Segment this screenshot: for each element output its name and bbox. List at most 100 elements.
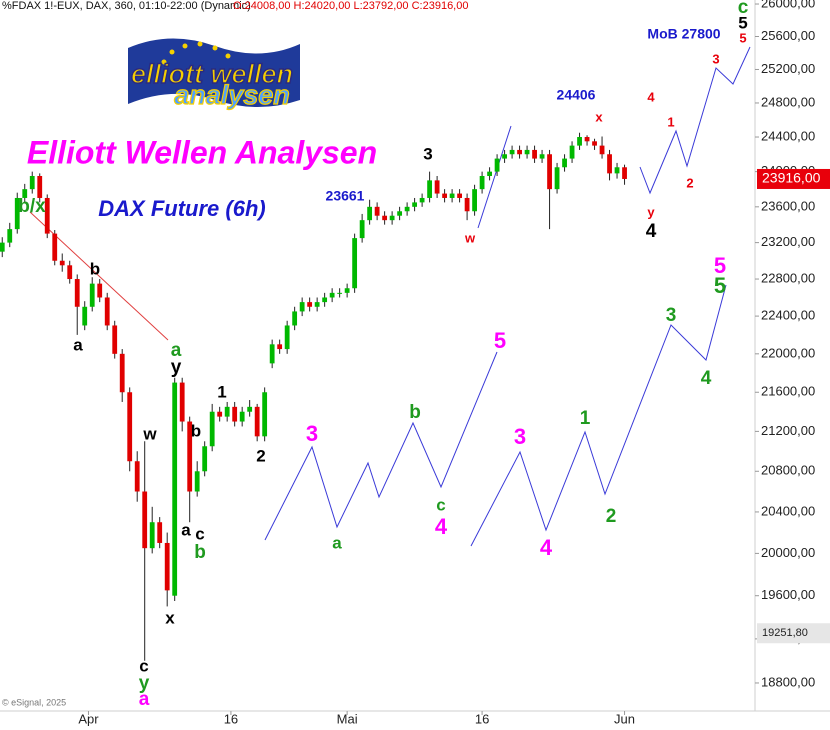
y-tick-label: 19600,00 <box>761 587 815 602</box>
wave-label: x <box>165 608 175 627</box>
wave-label: 4 <box>701 368 712 389</box>
wave-label: 5 <box>738 13 747 32</box>
candle-body <box>442 193 448 198</box>
candle-body <box>172 382 178 596</box>
wave-label: 2 <box>606 506 617 527</box>
candle-body <box>412 202 418 207</box>
candle-body <box>59 260 65 266</box>
candle-body <box>517 149 522 155</box>
y-tick-label: 23200,00 <box>761 234 815 249</box>
wave-label: 4 <box>647 89 655 104</box>
candle-body <box>22 189 28 198</box>
y-tick-label: 22800,00 <box>761 270 815 285</box>
wave-label: 2 <box>686 175 693 190</box>
price-label-box <box>757 623 830 644</box>
y-tick-label: 21600,00 <box>761 384 815 399</box>
wave-label: 1 <box>217 382 226 401</box>
y-tick-label: 23600,00 <box>761 198 815 213</box>
wave-label: c <box>738 0 749 18</box>
candle-body <box>194 471 200 492</box>
candle-body <box>547 154 552 190</box>
candle-body <box>457 193 462 198</box>
candle-body <box>592 141 597 146</box>
candle-body <box>292 311 298 326</box>
logo-flag <box>128 38 300 107</box>
wave-label: 5 <box>494 328 506 353</box>
candle-body <box>247 406 253 412</box>
wave-label: a <box>171 340 182 361</box>
candle-body <box>179 382 185 422</box>
candle-body <box>352 238 358 289</box>
candle-body <box>202 446 208 472</box>
candle-body <box>539 154 545 159</box>
candle-body <box>449 193 455 198</box>
wave-label: b <box>194 542 206 563</box>
wave-label: 4 <box>435 514 448 539</box>
chart-subtitle: DAX Future (6h) <box>98 196 265 221</box>
candle-body <box>134 461 140 492</box>
wave-label: b <box>191 421 201 440</box>
candle-body <box>119 353 125 393</box>
candle-body <box>404 206 410 212</box>
wave-label: 4 <box>646 221 657 242</box>
candle-body <box>494 158 500 172</box>
candle-body <box>389 215 395 221</box>
y-tick-label: 26000,00 <box>761 0 815 10</box>
candle-body <box>299 302 305 312</box>
candle-body <box>479 175 485 190</box>
wave-label: 24406 <box>557 87 596 103</box>
projection-line <box>264 351 498 541</box>
candle-body <box>284 325 290 350</box>
wave-label: y <box>647 204 655 219</box>
wave-label: 5 <box>714 273 726 298</box>
candle-body <box>44 197 50 234</box>
candle-body <box>29 175 35 190</box>
y-tick-label: 22000,00 <box>761 345 815 360</box>
wave-label: a <box>332 533 342 552</box>
candle-body <box>502 154 507 159</box>
wave-label: 5 <box>714 253 726 278</box>
wave-label: 1 <box>580 408 591 429</box>
y-tick-label: 20800,00 <box>761 463 815 478</box>
wave-label: MoB 27800 <box>647 26 720 42</box>
candle-body <box>329 292 335 298</box>
wave-label: 3 <box>712 51 719 66</box>
candle-body <box>67 265 73 280</box>
candle-body <box>97 283 103 298</box>
candle-body <box>607 154 612 174</box>
wave-label: 5 <box>739 30 746 45</box>
y-tick-label: 22400,00 <box>761 308 815 323</box>
wave-label: b <box>90 259 100 278</box>
wave-label: b <box>409 402 421 423</box>
logo-stars <box>161 41 231 65</box>
wave-label: b/x <box>18 196 46 217</box>
projection-line <box>639 46 751 195</box>
logo-line2: analysen <box>174 80 290 110</box>
candle-body <box>149 522 155 549</box>
candle-body <box>337 292 343 294</box>
wave-label: x <box>595 109 603 124</box>
y-tick-label: 24400,00 <box>761 128 815 143</box>
wave-label: c <box>195 524 204 543</box>
candle-body <box>464 197 470 212</box>
candle-body <box>472 189 477 212</box>
candle-body <box>209 411 215 447</box>
wave-label: 3 <box>514 424 526 449</box>
logo: elliott wellen analysen <box>128 38 300 111</box>
candle-body <box>254 406 260 437</box>
price-label: 19251,80 <box>762 627 808 639</box>
y-tick-label: 20400,00 <box>761 503 815 518</box>
candle-body <box>307 302 313 307</box>
candle-body <box>14 197 20 230</box>
y-tick-label: 21200,00 <box>761 423 815 438</box>
candle-body <box>112 325 118 354</box>
chart-title: Elliott Wellen Analysen <box>27 134 377 170</box>
candle-body <box>419 197 425 203</box>
y-tick-label: 20000,00 <box>761 545 815 560</box>
candle-body <box>127 392 133 462</box>
candle-body <box>509 149 515 155</box>
wave-label: c <box>139 656 148 675</box>
candle-body <box>232 406 238 422</box>
wave-label: a <box>73 335 83 354</box>
candle-body <box>554 167 560 190</box>
